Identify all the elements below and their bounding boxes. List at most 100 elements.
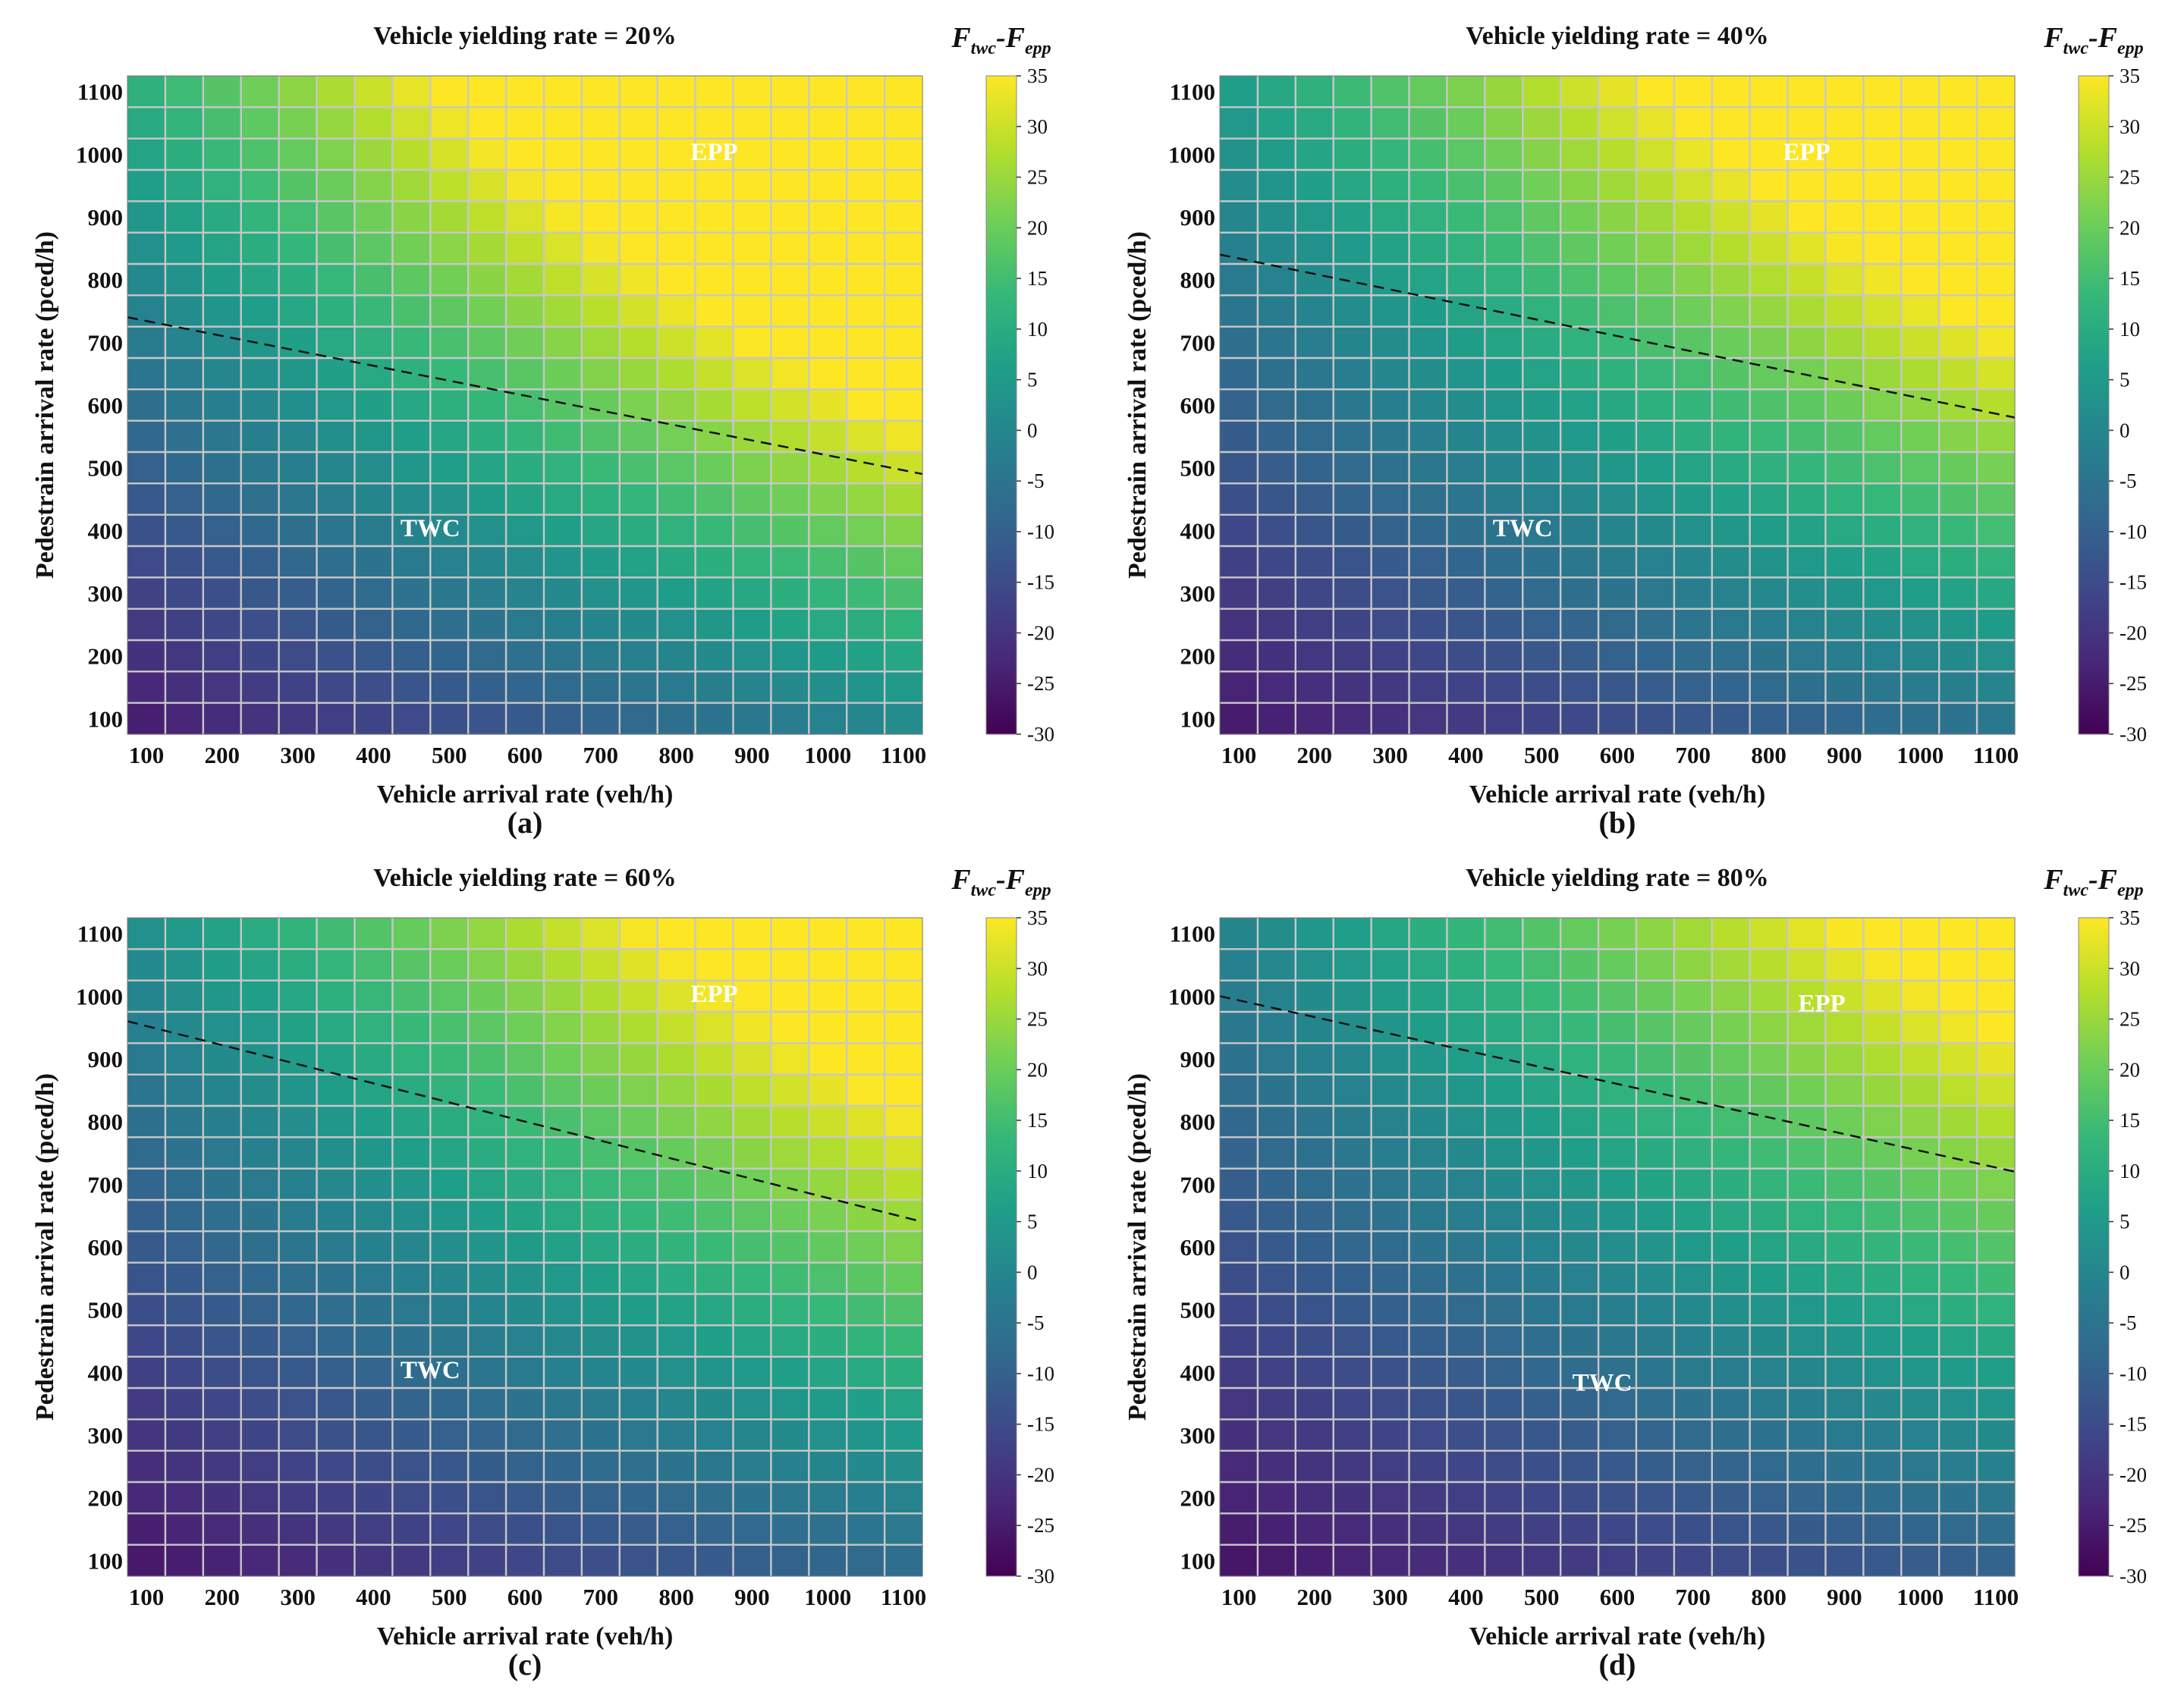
colorbar-tick-label: -30	[1027, 1565, 1054, 1588]
colorbar-title-part: -	[2088, 22, 2098, 54]
x-tick-label: 200	[1297, 742, 1333, 768]
heatmap-cell	[278, 1419, 318, 1452]
heatmap-cell	[733, 264, 771, 296]
heatmap-cell	[240, 1482, 280, 1514]
heatmap-cell	[506, 1074, 545, 1107]
heatmap-cell	[1523, 326, 1561, 359]
heatmap-cell	[127, 671, 166, 704]
heatmap-cell	[1295, 1200, 1334, 1232]
heatmap-cell	[430, 201, 469, 234]
heatmap-cell	[1749, 326, 1789, 359]
heatmap-cell	[1749, 389, 1789, 422]
heatmap-cell	[430, 608, 469, 641]
heatmap-cell	[1636, 452, 1675, 484]
heatmap-cell	[316, 671, 356, 704]
heatmap-cell	[1939, 1544, 1978, 1577]
colorbar-tick-label: 25	[1027, 166, 1048, 189]
heatmap-cell	[1636, 264, 1675, 296]
heatmap-cell	[657, 170, 696, 202]
heatmap-cell	[468, 138, 507, 171]
heatmap-cell	[240, 1388, 280, 1420]
colorbar-tick-label: 5	[2120, 1211, 2130, 1233]
heatmap-cell	[619, 918, 658, 950]
heatmap-cell	[1560, 295, 1599, 328]
heatmap-cell	[1257, 1074, 1296, 1107]
heatmap-cell	[619, 702, 658, 735]
colorbar-tick-label: 20	[2120, 216, 2140, 239]
heatmap-cell	[733, 949, 771, 981]
heatmap-cell	[316, 1544, 356, 1577]
heatmap-cell	[543, 671, 583, 704]
heatmap-cell	[1636, 671, 1675, 704]
heatmap-cell	[1371, 1106, 1410, 1138]
heatmap-cell	[468, 1074, 507, 1107]
heatmap-cell	[430, 1012, 469, 1044]
heatmap-cell	[430, 1419, 469, 1452]
heatmap-cell	[1673, 1419, 1713, 1452]
heatmap-cell	[1523, 389, 1561, 422]
heatmap-cell	[1447, 702, 1485, 735]
heatmap-cell	[1333, 546, 1372, 578]
heatmap-cell	[619, 138, 658, 171]
heatmap-cell	[430, 326, 469, 359]
heatmap-cell	[165, 107, 204, 140]
colorbar-tick-label: 35	[2120, 64, 2140, 87]
heatmap-cell	[733, 1012, 771, 1044]
heatmap-cell	[468, 1419, 507, 1452]
y-tick-label: 300	[1180, 580, 1216, 607]
heatmap-cell	[1447, 389, 1485, 422]
heatmap-cell	[1863, 1513, 1902, 1546]
heatmap-cell	[1371, 1294, 1410, 1326]
heatmap-cell	[1749, 201, 1789, 234]
heatmap-cell	[1863, 107, 1902, 140]
heatmap-cell	[468, 1200, 507, 1232]
heatmap-cell	[847, 483, 885, 516]
panel-label: (a)	[508, 806, 543, 840]
heatmap-cell	[1863, 1325, 1902, 1358]
heatmap-cell	[203, 1513, 242, 1546]
heatmap-cell	[1711, 1544, 1751, 1577]
heatmap-cell	[657, 702, 696, 735]
heatmap-cell	[1220, 295, 1259, 328]
x-tick-label: 1000	[1896, 1584, 1944, 1610]
heatmap-cell	[203, 358, 242, 390]
heatmap-cell	[1333, 1544, 1372, 1577]
heatmap-cell	[316, 1074, 356, 1107]
heatmap-cell	[316, 577, 356, 610]
y-tick-label: 1100	[77, 79, 123, 105]
boundary-dashed-line	[1219, 995, 2016, 1173]
heatmap-cell	[1636, 1012, 1675, 1044]
heatmap-cell	[392, 514, 431, 547]
heatmap-cell	[278, 138, 318, 171]
heatmap-cell	[1409, 1074, 1448, 1107]
heatmap-cell	[1409, 608, 1448, 641]
heatmap-cell	[1257, 326, 1296, 359]
x-tick-label: 1000	[804, 1584, 851, 1610]
heatmap-cell	[733, 420, 771, 453]
heatmap-cell	[695, 1231, 734, 1264]
heatmap-cell	[1333, 483, 1372, 516]
heatmap-cell	[165, 1482, 204, 1514]
heatmap-cell	[695, 326, 734, 359]
heatmap-cell	[165, 608, 204, 641]
heatmap-cell	[1977, 452, 2016, 484]
heatmap-cell	[1257, 949, 1296, 981]
heatmap-cell	[1295, 232, 1334, 265]
heatmap-cell	[581, 201, 621, 234]
heatmap-cell	[1977, 1325, 2016, 1358]
heatmap-cell	[771, 514, 809, 547]
heatmap-cell	[392, 326, 431, 359]
heatmap-cell	[506, 1012, 545, 1044]
heatmap-cell	[278, 420, 318, 453]
heatmap-cell	[430, 514, 469, 547]
heatmap-cell	[1295, 1262, 1334, 1295]
heatmap-cell	[278, 1012, 318, 1044]
heatmap-cell	[1409, 170, 1448, 202]
heatmap-cell	[581, 295, 621, 328]
heatmap-cell	[1863, 1262, 1902, 1295]
heatmap-cell	[165, 577, 204, 610]
heatmap-cell	[1295, 702, 1334, 735]
heatmap-cell	[695, 640, 734, 672]
heatmap-cell	[1901, 326, 1940, 359]
heatmap-cell	[1749, 170, 1789, 202]
